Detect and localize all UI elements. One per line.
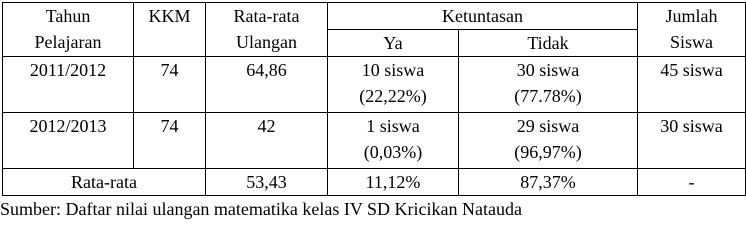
cell: 74 — [133, 112, 206, 169]
cell: 2012/2013 — [2, 112, 134, 169]
cell: 29 siswa (96,97%) — [458, 112, 638, 169]
header-cell: Rata-rata Ulangan — [205, 2, 328, 57]
cell: 10 siswa (22,22%) — [327, 56, 459, 113]
footer-row: Rata-rata 53,43 11,12% 87,37% - — [2, 168, 746, 196]
cell: - — [637, 168, 746, 196]
header-cell: Ya — [327, 29, 459, 57]
cell-text: 2012/2013 — [29, 116, 107, 136]
cell: 11,12% — [327, 168, 459, 196]
cell-text: Rata-rata — [71, 172, 137, 192]
cell: 74 — [133, 56, 206, 113]
cell-text: (0,03%) — [363, 142, 423, 162]
cell: Rata-rata — [2, 168, 206, 196]
header-cell: Tahun Pelajaran — [2, 2, 134, 57]
header-text: Pelajaran — [34, 32, 102, 52]
cell-text: 53,43 — [246, 172, 287, 192]
cell-text: 87,37% — [520, 172, 576, 192]
row: 2012/2013 74 42 1 siswa (0,03%) 29 siswa (96,9… — [2, 112, 746, 169]
header-text: Ketuntasan — [442, 6, 523, 26]
cell: 87,37% — [458, 168, 638, 196]
header-text: Tahun — [45, 6, 91, 26]
cell-text: 30 siswa — [516, 60, 580, 80]
cell-text: 29 siswa — [516, 116, 580, 136]
cell-text: 2011/2012 — [29, 60, 107, 80]
cell-text: (77.78%) — [514, 86, 582, 106]
cell-text: 30 siswa — [660, 116, 723, 136]
source-note: Sumber: Daftar nilai ulangan matematika … — [0, 199, 522, 219]
cell-text: 42 — [257, 116, 276, 136]
cell: 2011/2012 — [2, 56, 134, 113]
cell-text: (96,97%) — [514, 142, 582, 162]
header-cell: KKM — [133, 2, 206, 57]
cell: 42 — [205, 112, 328, 169]
header-text: Ya — [383, 33, 403, 53]
cell-text: - — [688, 172, 695, 192]
cell: 30 siswa (77.78%) — [458, 56, 638, 113]
header-text: Tidak — [527, 33, 569, 53]
cell-text: 74 — [160, 116, 179, 136]
page: Tahun Pelajaran KKM Rata-rata Ulangan Ketu… — [0, 0, 746, 219]
header-cell: Jumlah Siswa — [637, 2, 746, 57]
row: 2011/2012 74 64,86 10 siswa (22,22%) 30 siswa… — [2, 56, 746, 113]
header-text: KKM — [148, 6, 191, 26]
header-text: Ulangan — [236, 32, 297, 52]
cell-text: 74 — [160, 60, 179, 80]
header-cell: Ketuntasan — [327, 2, 638, 30]
cell: 1 siswa (0,03%) — [327, 112, 459, 169]
cell-text: 11,12% — [365, 172, 421, 192]
cell-text: 10 siswa — [361, 60, 425, 80]
cell: 53,43 — [205, 168, 328, 196]
cell-text: 45 siswa — [660, 60, 723, 80]
table-body: 2011/2012 74 64,86 10 siswa (22,22%) 30 siswa… — [2, 56, 746, 169]
header-text: Rata-rata — [233, 6, 300, 26]
header-cell: Tidak — [458, 29, 638, 57]
table: Tahun Pelajaran KKM Rata-rata Ulangan Ketu… — [2, 2, 746, 196]
cell-text: 1 siswa — [366, 116, 420, 136]
header-text: Jumlah — [665, 6, 718, 26]
header-text: Siswa — [669, 32, 713, 52]
cell: 64,86 — [205, 56, 328, 113]
cell: 45 siswa — [637, 56, 746, 113]
cell-text: 64,86 — [246, 60, 287, 80]
cell: 30 siswa — [637, 112, 746, 169]
cell-text: (22,22%) — [359, 86, 427, 106]
